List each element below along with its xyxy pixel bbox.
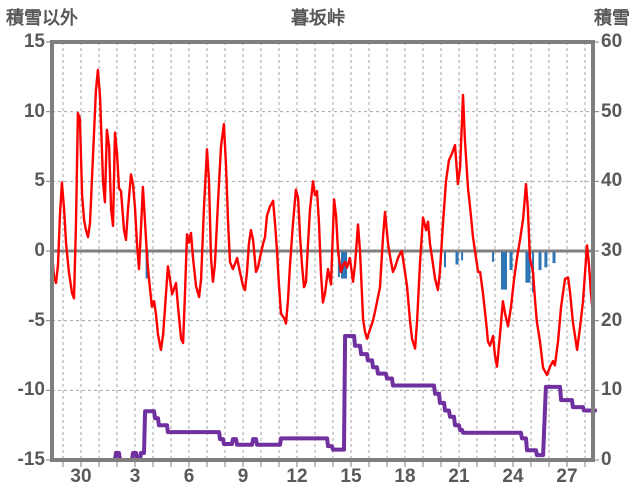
precip-bar [544, 252, 548, 268]
left-axis-tick-label: 0 [34, 240, 45, 261]
x-axis-tick-label: 18 [394, 466, 416, 487]
precip-bar [552, 252, 556, 264]
precip-bar [492, 252, 494, 262]
x-axis-tick-label: 12 [286, 466, 308, 487]
left-axis-tick-label: -5 [28, 309, 45, 331]
right-axis-tick-label: 20 [601, 309, 623, 331]
x-axis-tick-label: 3 [129, 466, 141, 487]
x-axis-tick-label: 15 [340, 466, 362, 487]
chart-title: 暮坂峠 [291, 8, 345, 28]
temperature-line [50, 68, 595, 377]
left-axis-tick-label: 5 [34, 170, 45, 192]
left-axis-tick-label: -15 [17, 449, 45, 470]
right-axis-tick-label: 0 [601, 449, 612, 470]
precip-bar [444, 252, 446, 268]
right-axis-tick-label: 40 [601, 170, 623, 192]
x-axis-tick-label: 24 [502, 466, 524, 487]
precip-bar [501, 252, 507, 290]
right-axis-tick-label: 30 [601, 240, 623, 261]
precip-bar [455, 252, 459, 265]
x-axis-tick-label: 27 [556, 466, 578, 487]
x-axis-tick-label: 30 [70, 466, 92, 487]
left-axis-tick-label: -10 [17, 379, 45, 401]
x-axis-tick-label: 9 [237, 466, 249, 487]
precip-bar [525, 252, 531, 283]
right-axis-tick-label: 10 [601, 379, 623, 401]
right-axis-title: 積雪 [594, 8, 630, 28]
precip-bar [461, 252, 464, 261]
left-axis-title: 積雪以外 [6, 8, 78, 28]
x-axis-tick-label: 21 [448, 466, 470, 487]
left-axis-tick-label: 10 [23, 100, 45, 122]
right-axis-tick-label: 50 [601, 100, 623, 122]
plot-border [50, 40, 595, 462]
right-axis-tick-label: 60 [601, 31, 623, 52]
precip-bar [538, 252, 542, 271]
left-axis-tick-label: 15 [23, 31, 45, 52]
snow-depth-line [50, 334, 598, 462]
x-axis-tick-label: 6 [183, 466, 195, 487]
precip-bar [509, 252, 513, 271]
